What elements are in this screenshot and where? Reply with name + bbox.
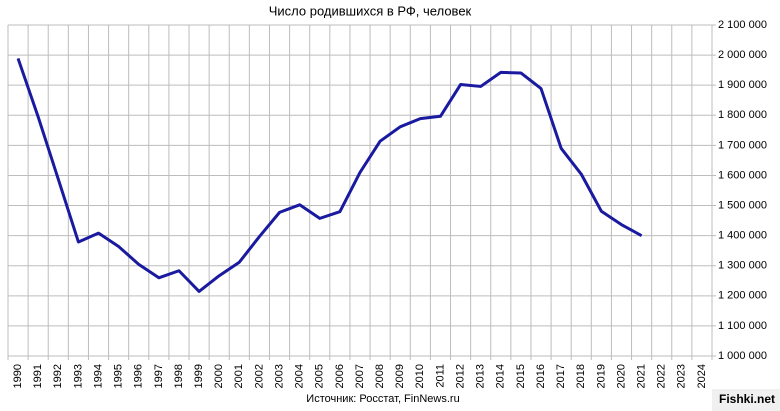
watermark: Fishki.net [719, 392, 775, 406]
y-tick-label: 2 100 000 [718, 19, 767, 31]
source: Источник: Росстат, FinNews.ru [306, 393, 459, 405]
x-tick-label: 2022 [656, 364, 668, 388]
x-tick-label: 2001 [233, 364, 245, 388]
x-tick-label: 2008 [374, 364, 386, 388]
x-tick-label: 2017 [555, 364, 567, 388]
x-tick-label: 2003 [273, 364, 285, 388]
x-tick-label: 2011 [434, 364, 446, 388]
x-tick-label: 2005 [314, 364, 326, 388]
y-tick-label: 1 900 000 [718, 79, 767, 91]
line-series [16, 57, 643, 293]
x-tick-label: 1999 [193, 364, 205, 388]
x-tick-label: 2013 [475, 364, 487, 388]
watermark-bg [712, 389, 780, 411]
y-tick-label: 1 600 000 [718, 169, 767, 181]
x-tick-label: 2021 [636, 364, 648, 388]
x-tick-label: 1998 [173, 364, 185, 388]
x-tick-label: 2004 [294, 364, 306, 388]
x-tick-label: 2019 [595, 364, 607, 388]
y-tick-label: 1 300 000 [718, 260, 767, 272]
x-tick-label: 1997 [153, 364, 165, 388]
y-tick-label: 1 100 000 [718, 320, 767, 332]
x-tick-label: 2014 [495, 364, 507, 388]
x-tick-label: 2007 [354, 364, 366, 388]
x-tick-label: 2018 [575, 364, 587, 388]
y-tick-label: 1 400 000 [718, 230, 767, 242]
y-tick-label: 1 800 000 [718, 109, 767, 121]
x-tick-label: 2016 [535, 364, 547, 388]
x-tick-label: 1992 [52, 364, 64, 388]
x-tick-label: 1993 [72, 364, 84, 388]
chart-title: Число родившихся в РФ, человек [269, 3, 472, 18]
x-tick-label: 2024 [696, 364, 708, 388]
x-tick-label: 2020 [615, 364, 627, 388]
x-tick-label: 2012 [454, 364, 466, 388]
x-tick-label: 2002 [253, 364, 265, 388]
y-tick-label: 1 000 000 [718, 350, 767, 362]
x-tick-label: 1995 [113, 364, 125, 388]
x-tick-label: 1994 [92, 364, 104, 388]
x-tick-label: 2015 [515, 364, 527, 388]
y-tick-label: 1 500 000 [718, 199, 767, 211]
x-tick-label: 2010 [414, 364, 426, 388]
x-tick-label: 2006 [334, 364, 346, 388]
x-tick-label: 2009 [394, 364, 406, 388]
x-tick-label: 2000 [213, 364, 225, 388]
x-tick-label: 2023 [676, 364, 688, 388]
y-tick-label: 2 000 000 [718, 49, 767, 61]
x-tick-label: 1990 [12, 364, 24, 388]
y-tick-label: 1 200 000 [718, 290, 767, 302]
x-tick-label: 1991 [32, 364, 44, 388]
x-tick-label: 1996 [133, 364, 145, 388]
y-tick-label: 1 700 000 [718, 139, 767, 151]
